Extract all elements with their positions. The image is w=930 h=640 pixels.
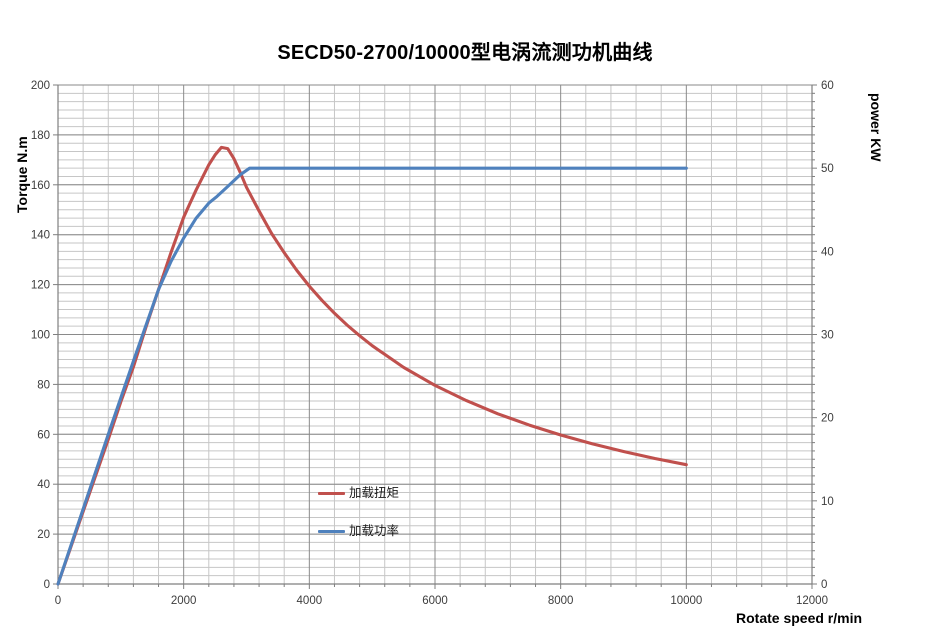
x-tick-label: 4000 — [297, 595, 323, 607]
y-right-tick-label: 20 — [821, 413, 834, 425]
series-line-power — [56, 166, 688, 586]
y-left-tick-label: 140 — [31, 230, 50, 242]
legend-swatch-torque — [318, 492, 345, 495]
y-right-tick-label: 0 — [821, 579, 827, 591]
chart-legend: 加载扭矩 加载功率 — [318, 486, 399, 539]
y-right-tick-label: 10 — [821, 496, 834, 508]
legend-label-torque: 加载扭矩 — [349, 486, 400, 500]
y-left-tick-label: 160 — [31, 180, 50, 192]
y-right-tick-label: 50 — [821, 163, 834, 175]
y-left-tick-label: 180 — [31, 130, 50, 142]
legend-swatch-power — [318, 530, 345, 533]
x-tick-label: 12000 — [796, 595, 828, 607]
y-right-tick-label: 40 — [821, 246, 834, 258]
y-left-tick-label: 40 — [37, 479, 50, 491]
legend-label-power: 加载功率 — [349, 524, 400, 538]
chart-title: SECD50-2700/10000型电涡流测功机曲线 — [277, 42, 653, 64]
x-tick-label: 2000 — [171, 595, 197, 607]
x-tick-label: 10000 — [670, 595, 702, 607]
legend-item-torque: 加载扭矩 — [318, 486, 399, 501]
x-tick-label: 8000 — [548, 595, 574, 607]
x-tick-label: 0 — [55, 595, 61, 607]
y-left-tick-label: 120 — [31, 280, 50, 292]
y-left-tick-label: 200 — [31, 80, 50, 92]
y-right-tick-label: 60 — [821, 80, 834, 92]
x-tick-label: 6000 — [422, 595, 448, 607]
y-left-tick-label: 60 — [37, 429, 50, 441]
x-axis-title: Rotate speed r/min — [736, 610, 863, 626]
y-left-tick-label: 20 — [37, 529, 50, 541]
legend-item-power: 加载功率 — [318, 524, 399, 539]
y-right-tick-label: 30 — [821, 330, 834, 342]
y-left-tick-label: 80 — [37, 379, 50, 391]
y-left-tick-label: 0 — [44, 579, 50, 591]
y-left-tick-label: 100 — [31, 330, 50, 342]
